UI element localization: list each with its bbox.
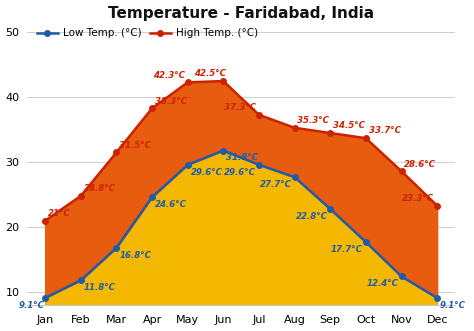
Text: 23.3°C: 23.3°C <box>402 194 434 203</box>
Text: 42.3°C: 42.3°C <box>153 71 185 79</box>
Text: 37.3°C: 37.3°C <box>224 103 256 112</box>
Text: 9.1°C: 9.1°C <box>19 301 45 310</box>
Text: 35.3°C: 35.3°C <box>297 116 329 125</box>
Text: 11.8°C: 11.8°C <box>83 283 116 292</box>
Text: 38.3°C: 38.3°C <box>155 97 187 106</box>
Text: 9.1°C: 9.1°C <box>440 301 466 310</box>
Legend: Low Temp. (°C), High Temp. (°C): Low Temp. (°C), High Temp. (°C) <box>37 28 258 38</box>
Text: 31.8°C: 31.8°C <box>226 153 258 162</box>
Text: 24.8°C: 24.8°C <box>83 184 116 193</box>
Text: 22.8°C: 22.8°C <box>295 212 328 221</box>
Text: 21°C: 21°C <box>48 209 71 218</box>
Text: 27.7°C: 27.7°C <box>260 180 292 189</box>
Text: 31.5°C: 31.5°C <box>119 141 151 150</box>
Text: 17.7°C: 17.7°C <box>331 245 363 254</box>
Text: 33.7°C: 33.7°C <box>369 126 401 135</box>
Text: 28.6°C: 28.6°C <box>404 160 436 168</box>
Text: 24.6°C: 24.6°C <box>155 200 187 209</box>
Title: Temperature - Faridabad, India: Temperature - Faridabad, India <box>108 6 374 21</box>
Text: 29.6°C: 29.6°C <box>191 167 222 176</box>
Text: 34.5°C: 34.5°C <box>333 121 365 130</box>
Text: 42.5°C: 42.5°C <box>194 69 226 78</box>
Text: 29.6°C: 29.6°C <box>224 167 256 176</box>
Text: 12.4°C: 12.4°C <box>367 279 399 288</box>
Text: 16.8°C: 16.8°C <box>119 251 151 260</box>
